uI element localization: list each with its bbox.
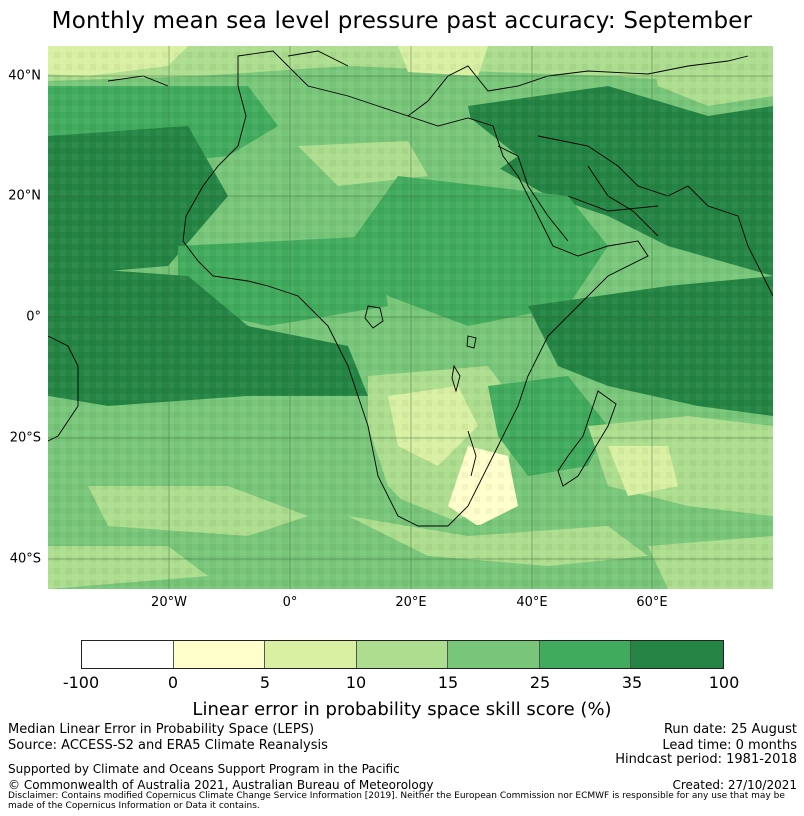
colorbar-tick: 100 (708, 673, 740, 692)
colorbar-tick: -100 (62, 673, 100, 692)
lat-label-40s: 40°S (9, 551, 41, 567)
footer-run-date: Run date: 25 August (663, 722, 797, 737)
lat-label-0: 0° (26, 309, 41, 325)
colorbar-tick: 25 (529, 673, 551, 692)
colorbar-label: Linear error in probability space skill … (192, 699, 612, 720)
map-texture (48, 46, 773, 589)
colorbar-segment (265, 641, 357, 668)
footer-source: Source: ACCESS-S2 and ERA5 Climate Reana… (8, 738, 328, 753)
footer-created: Created: 27/10/2021 (672, 778, 797, 792)
lon-label-60e: 60°E (636, 595, 668, 610)
footer-method: Median Linear Error in Probability Space… (8, 722, 315, 737)
gridlines (48, 46, 773, 589)
lat-label-40n: 40°N (8, 68, 41, 84)
coastlines (48, 50, 773, 527)
lat-label-20s: 20°S (9, 430, 41, 446)
lon-label-20e: 20°E (395, 595, 427, 610)
colorbar-segment (82, 641, 174, 668)
footer-hindcast: Hindcast period: 1981-2018 (615, 752, 797, 767)
colorbar-tick: 15 (437, 673, 459, 692)
colorbar-tick: 10 (345, 673, 367, 692)
colorbar-tick: 35 (621, 673, 643, 692)
lon-label-20w: 20°W (151, 595, 187, 610)
colorbar-tick: 0 (167, 673, 179, 692)
lon-label-0: 0° (282, 595, 298, 610)
colorbar (81, 640, 724, 669)
colorbar-tick: 5 (259, 673, 271, 692)
lon-label-40e: 40°E (516, 595, 548, 610)
colorbar-segment (539, 641, 632, 668)
footer-disclaimer: Disclaimer: Contains modified Copernicus… (8, 791, 785, 811)
footer-copyright: © Commonwealth of Australia 2021, Austra… (8, 778, 434, 792)
footer-support: Supported by Climate and Oceans Support … (8, 762, 400, 776)
colorbar-segment (356, 641, 449, 668)
colorbar-segment (173, 641, 266, 668)
footer-lead-time: Lead time: 0 months (662, 738, 797, 753)
map-canvas (48, 46, 773, 589)
colorbar-segment (448, 641, 540, 668)
lat-label-20n: 20°N (8, 188, 41, 204)
colorbar-segment (631, 641, 723, 668)
skill-map[interactable] (48, 46, 773, 589)
page-title: Monthly mean sea level pressure past acc… (51, 8, 753, 34)
